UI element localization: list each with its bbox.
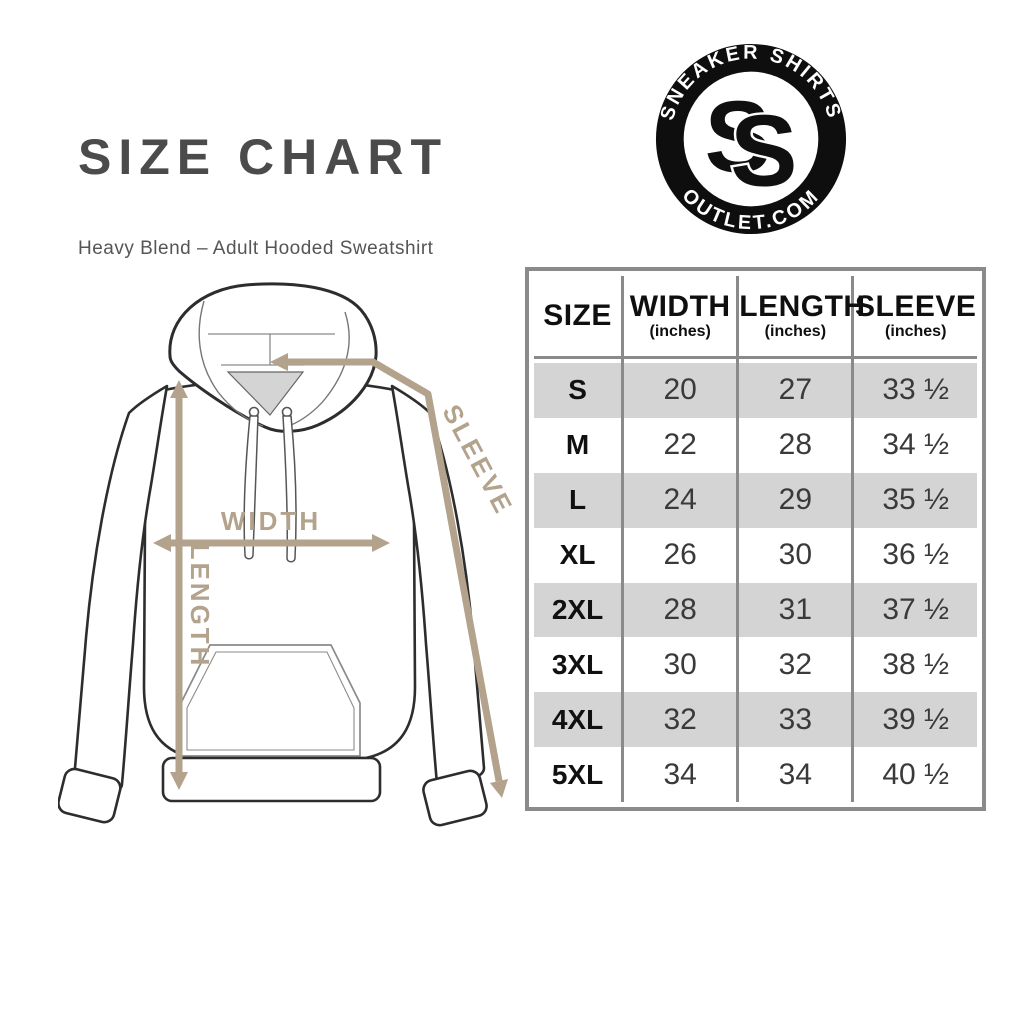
size-table-body: S 20 27 33 ½ M 22 28 34 ½ L 24 29 35 ½ XL 26 30 36 ½ 2XL…: [534, 357, 977, 802]
logo-monogram-s1: S: [704, 82, 771, 194]
table-row-s: S 20 27 33 ½: [534, 363, 977, 418]
size-table: SIZE WIDTH (inches) LENGTH (inches) SLEE…: [525, 267, 986, 811]
length-cell: 28: [736, 417, 853, 473]
waistband: [161, 756, 382, 803]
length-cell: 34: [736, 747, 853, 802]
col-header-sleeve: SLEEVE (inches): [851, 276, 977, 359]
table-row-2xl: 2XL 28 31 37 ½: [534, 582, 977, 638]
size-cell: XL: [559, 539, 596, 571]
length-arrow: [170, 380, 188, 790]
right-grommet: [281, 406, 293, 418]
width-cell: 26: [621, 527, 738, 583]
col-header-sleeve-label: SLEEVE: [855, 290, 977, 324]
page-subtitle: Heavy Blend – Adult Hooded Sweatshirt: [78, 238, 434, 259]
col-header-length-label: LENGTH: [739, 290, 866, 324]
size-cell: S: [534, 363, 623, 418]
width-cell: 30: [621, 637, 738, 693]
logo-ss-monogram-icon: S S: [704, 82, 800, 210]
width-cell: 34: [621, 747, 738, 802]
length-cell: 33: [736, 692, 853, 748]
length-cell: 30: [736, 527, 853, 583]
logo-inner-circle-icon: [683, 71, 819, 207]
size-cell: 4XL: [534, 692, 623, 748]
sleeve-cell: 33 ½: [851, 363, 977, 418]
sleeve-cell: 36 ½: [851, 527, 977, 583]
width-arrowhead-right-icon: [372, 534, 390, 552]
left-grommet: [248, 406, 260, 418]
right-drawstring: [282, 415, 297, 563]
col-header-size-label: SIZE: [543, 299, 612, 333]
size-cell: 2XL: [534, 582, 623, 638]
hood-opening-right-line: [290, 311, 350, 426]
length-cell: 31: [736, 582, 853, 638]
width-label: WIDTH: [221, 506, 321, 536]
sleeve-cell: 34 ½: [851, 417, 977, 473]
col-header-length: LENGTH (inches): [736, 276, 866, 359]
sleeve-cell: 35 ½: [851, 472, 977, 528]
sleeve-cell: 40 ½: [851, 747, 977, 802]
table-row-3xl: 3XL 30 32 38 ½: [534, 637, 977, 693]
width-cell: 32: [621, 692, 738, 748]
hoodie-diagram: WIDTH LENGTH SLEEVE: [58, 282, 518, 827]
page-title: SIZE CHART: [78, 129, 448, 185]
table-row-l: L 24 29 35 ½: [534, 472, 977, 528]
hood-opening-left-line: [198, 300, 264, 427]
size-cell: M: [565, 429, 590, 461]
neck-triangle: [226, 371, 305, 416]
col-header-sleeve-sub: (inches): [885, 322, 947, 340]
length-cell: 32: [736, 637, 853, 693]
table-header-row: SIZE WIDTH (inches) LENGTH (inches) SLEE…: [534, 276, 977, 359]
sleeve-cell: 38 ½: [851, 637, 977, 693]
length-cell: 29: [736, 472, 853, 528]
left-drawstring: [243, 415, 259, 560]
hood: [168, 282, 378, 433]
width-cell: 22: [621, 417, 738, 473]
col-header-width: WIDTH (inches): [621, 276, 738, 359]
sleeve-arrowhead-neck-icon: [270, 353, 288, 371]
col-header-width-sub: (inches): [649, 322, 711, 340]
table-row-4xl: 4XL 32 33 39 ½: [534, 692, 977, 748]
size-cell: 3XL: [551, 648, 604, 680]
width-cell: 28: [621, 582, 738, 638]
length-label: LENGTH: [185, 544, 215, 669]
col-header-length-sub: (inches): [764, 322, 827, 340]
brand-logo: SNEAKER SHIRTS OUTLET.COM S S: [655, 42, 847, 234]
sleeve-arrow: [270, 353, 508, 798]
sleeve-cell: 37 ½: [851, 582, 977, 638]
table-row-m: M 22 28 34 ½: [534, 417, 977, 473]
table-row-5xl: 5XL 34 34 40 ½: [534, 747, 977, 802]
col-header-width-label: WIDTH: [629, 290, 731, 324]
width-arrow: [153, 534, 390, 552]
sleeve-arrowhead-bottom-icon: [490, 779, 508, 798]
width-arrowhead-left-icon: [153, 534, 171, 552]
table-row-xl: XL 26 30 36 ½: [534, 527, 977, 583]
table-spacer-row: [534, 357, 977, 363]
kangaroo-pocket-inner-line: [186, 651, 355, 751]
size-cell: 5XL: [551, 758, 604, 790]
col-header-size: SIZE: [534, 276, 623, 359]
length-cell: 27: [736, 363, 853, 418]
logo-monogram-s2: S: [730, 96, 797, 208]
length-arrowhead-top-icon: [170, 380, 188, 398]
width-cell: 24: [621, 472, 738, 528]
size-cell: L: [534, 472, 623, 528]
left-cuff: [58, 767, 122, 824]
width-cell: 20: [621, 363, 738, 418]
size-table-grid: SIZE WIDTH (inches) LENGTH (inches) SLEE…: [534, 276, 977, 802]
length-arrowhead-bottom-icon: [170, 772, 188, 790]
sleeve-cell: 39 ½: [851, 692, 977, 748]
right-cuff: [422, 769, 488, 827]
